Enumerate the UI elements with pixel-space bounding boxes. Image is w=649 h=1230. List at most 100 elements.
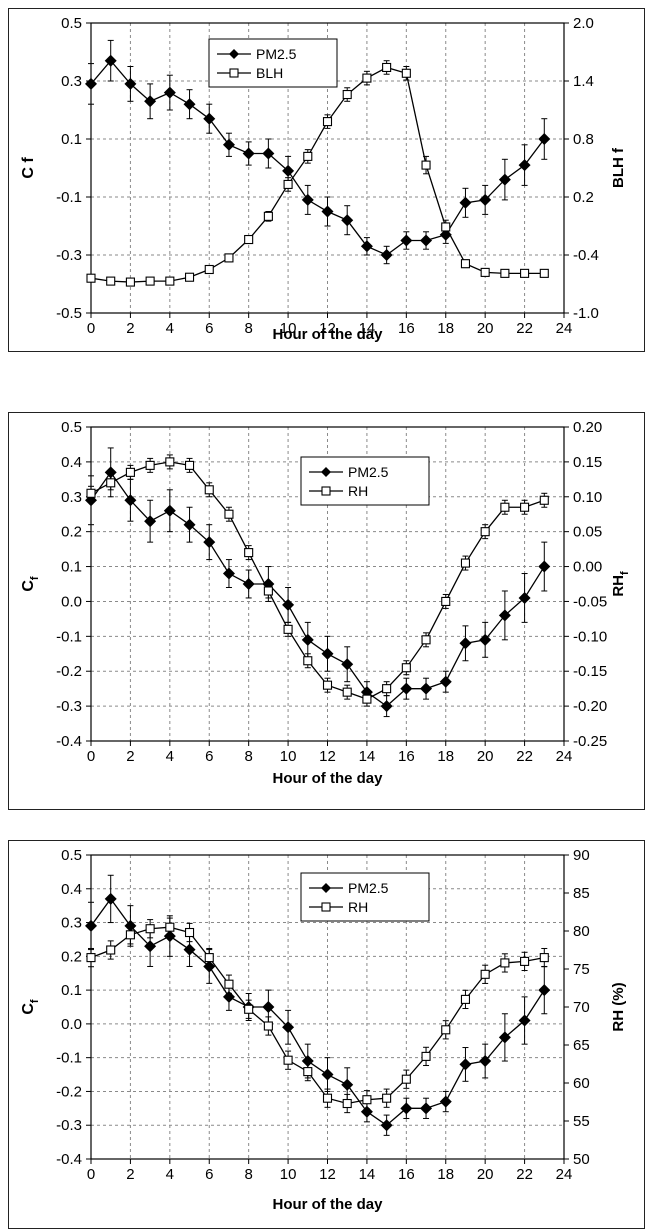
data-point <box>539 953 549 963</box>
x-tick-label: 2 <box>126 1166 134 1183</box>
data-point <box>184 927 195 938</box>
data-point <box>222 138 235 151</box>
data-point <box>401 663 411 673</box>
legend-marker <box>229 68 239 78</box>
legend-label: RH <box>348 483 368 499</box>
data-point <box>362 1095 372 1105</box>
data-point <box>184 272 195 282</box>
y-tick-label: -0.3 <box>56 247 82 264</box>
data-point <box>421 160 431 170</box>
data-point <box>165 276 175 286</box>
data-point <box>322 1093 333 1103</box>
x-tick-label: 22 <box>516 748 533 765</box>
series-line <box>90 926 545 1105</box>
data-point <box>106 478 116 488</box>
y2-tick-label: 1.4 <box>573 73 594 90</box>
data-point <box>498 1031 511 1044</box>
legend-marker <box>229 49 239 59</box>
y-tick-label: 0.3 <box>61 489 82 506</box>
data-point <box>500 958 510 968</box>
series-blh <box>86 60 549 287</box>
data-point <box>401 68 411 78</box>
data-point <box>479 1055 492 1068</box>
data-point <box>106 276 116 286</box>
data-point <box>380 700 393 713</box>
legend: PM2.5 BLH <box>208 38 338 88</box>
y-tick-label: -0.2 <box>56 1083 82 1100</box>
x-tick-label: 8 <box>244 320 252 337</box>
x-tick-label: 24 <box>556 320 573 337</box>
y2-tick-label: 60 <box>573 1075 590 1092</box>
x-tick-label: 6 <box>205 1166 213 1183</box>
y2-tick-label: 55 <box>573 1113 590 1130</box>
x-tick-label: 10 <box>280 748 297 765</box>
data-point <box>145 276 155 286</box>
x-tick-label: 24 <box>556 1166 573 1183</box>
data-point <box>244 234 254 245</box>
y2-axis-title-main: BLH f <box>610 147 627 188</box>
data-point <box>518 591 531 604</box>
y-axis-title-main: C <box>20 1003 37 1015</box>
data-point <box>242 147 255 160</box>
data-point <box>263 1021 273 1031</box>
chart-blh: 0 2 4 6 8 10 12 14 16 18 20 22 24-0.5-0.3-0.10.10.30… <box>20 15 627 343</box>
y-tick-label: 0.1 <box>61 131 82 148</box>
chart-rh-factor: 0 2 4 6 8 10 12 14 16 18 20 22 24-0.4-0.3-0.2-0.10.0… <box>20 419 631 787</box>
data-point <box>124 494 137 507</box>
y-tick-label: 0.2 <box>61 524 82 541</box>
data-point <box>125 277 135 287</box>
data-point <box>303 656 313 666</box>
data-point <box>222 990 235 1003</box>
x-tick-label: 2 <box>126 320 134 337</box>
x-tick-label: 18 <box>437 748 454 765</box>
data-point <box>382 62 392 73</box>
legend: PM2.5 RH <box>300 456 430 506</box>
data-point <box>86 488 96 498</box>
data-point <box>282 1021 295 1034</box>
data-point <box>498 173 511 186</box>
y-tick-label: 0.1 <box>61 559 82 576</box>
data-point <box>382 684 392 694</box>
y2-tick-label: 0.15 <box>573 454 602 471</box>
data-point <box>282 164 295 177</box>
y2-axis-title-main: RH (%) <box>610 982 627 1031</box>
data-point <box>321 647 334 660</box>
series-pm25 <box>85 39 551 265</box>
data-point <box>244 548 254 558</box>
x-tick-label: 10 <box>280 1166 297 1183</box>
data-point <box>204 953 214 963</box>
x-axis-title: Hour of the day <box>272 770 383 787</box>
data-point <box>459 637 472 650</box>
data-point <box>301 1055 314 1068</box>
x-axis-title: Hour of the day <box>272 1196 383 1213</box>
plot-area <box>90 426 565 742</box>
y2-tick-label: 0.00 <box>573 559 602 576</box>
x-tick-label: 20 <box>477 748 494 765</box>
y-tick-label: 0.1 <box>61 982 82 999</box>
data-point <box>303 151 313 161</box>
y-tick-label: -0.5 <box>56 305 82 322</box>
data-point <box>222 567 235 580</box>
y2-tick-label: -0.25 <box>573 733 607 750</box>
y-tick-label: 0.0 <box>61 1016 82 1033</box>
y-tick-label: -0.1 <box>56 189 82 206</box>
data-point <box>263 586 273 596</box>
data-point <box>183 943 196 956</box>
data-point <box>498 609 511 622</box>
y2-tick-label: -0.10 <box>573 628 607 645</box>
data-point <box>480 527 490 537</box>
y-tick-label: 0.4 <box>61 454 82 471</box>
data-point <box>520 502 530 512</box>
data-point <box>441 222 451 232</box>
y2-tick-label: 0.10 <box>573 489 602 506</box>
y2-axis-title-subscript: f <box>619 571 631 575</box>
x-tick-label: 16 <box>398 748 415 765</box>
y-tick-label: 0.4 <box>61 881 82 898</box>
x-tick-label: 10 <box>280 320 297 337</box>
data-point <box>518 159 531 172</box>
y2-axis-title-main: RH <box>610 575 627 597</box>
data-point <box>518 1014 531 1027</box>
y2-tick-label: 90 <box>573 847 590 864</box>
data-point <box>283 624 293 634</box>
y-tick-label: 0.5 <box>61 15 82 32</box>
